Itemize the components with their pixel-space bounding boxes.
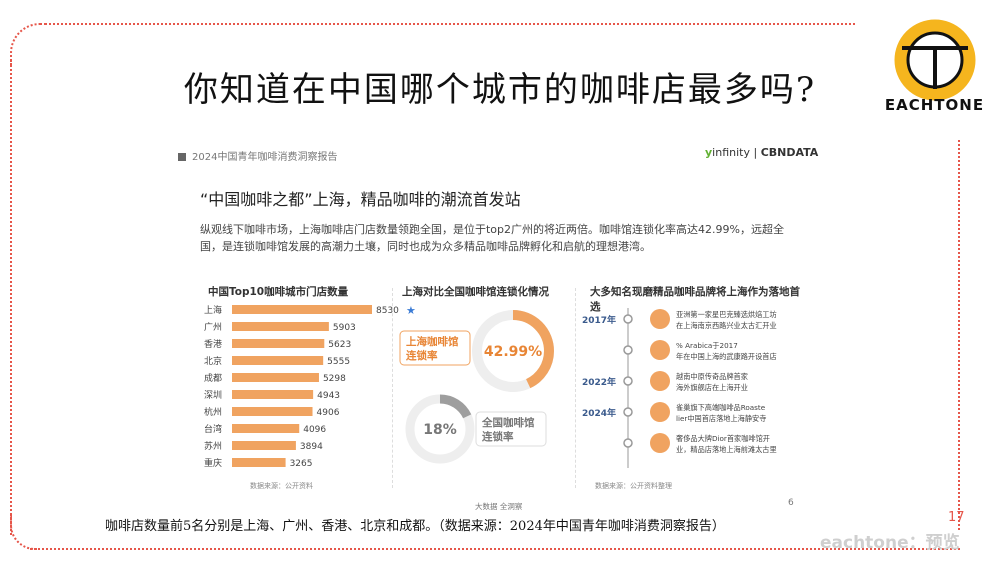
- frame-corner: [10, 515, 37, 550]
- timeline-year: 2022年: [582, 376, 616, 388]
- bar: [232, 407, 313, 416]
- bar-category-label: 杭州: [204, 406, 222, 418]
- timeline-dot: [623, 407, 633, 417]
- bar-chart-source: 数据来源：公开资料: [250, 482, 313, 490]
- timeline-event-text: 越南中原传奇品牌首家: [676, 372, 748, 381]
- donut-arc: [405, 394, 475, 464]
- timeline-event-text: 雀巢旗下高端咖啡品Roaste: [676, 403, 766, 412]
- report-panel: 2024中国青年咖啡消费洞察报告 yinfinity | CBNDATA “中国…: [170, 138, 818, 513]
- bar-category-label: 重庆: [204, 457, 222, 469]
- bar-value-label: 3894: [300, 442, 323, 452]
- slide-number: 17: [948, 510, 965, 525]
- frame-bottom-line: [30, 548, 960, 550]
- column-separator: [575, 288, 576, 488]
- donut-arc: [472, 310, 554, 392]
- bar-category-label: 上海: [204, 304, 222, 316]
- bar: [232, 424, 300, 433]
- timeline-event-text: % Arabica于2017: [676, 341, 738, 350]
- timeline-event-icon: [650, 402, 670, 422]
- bar: [232, 356, 324, 365]
- bar-category-label: 北京: [204, 355, 222, 367]
- timeline-event-icon: [650, 309, 670, 329]
- bar-category-label: 台湾: [204, 423, 222, 435]
- donut-value-label: 18%: [423, 422, 457, 438]
- donut-label: 上海咖啡馆: [406, 335, 459, 348]
- bar-value-label: 4943: [317, 391, 340, 401]
- report-footer: 大数据 全洞察: [475, 502, 523, 511]
- bar: [232, 322, 329, 331]
- timeline-event-text: 业，精品店落地上海前滩太古里: [676, 445, 777, 454]
- timeline-year: 2017年: [582, 314, 616, 326]
- frame-top-line: [40, 23, 855, 25]
- timeline-event-icon: [650, 340, 670, 360]
- donut-value-label: 42.99%: [484, 344, 542, 360]
- bar-value-label: 5555: [327, 357, 350, 367]
- timeline-event-icon: [650, 371, 670, 391]
- frame-right-line: [958, 140, 960, 530]
- bar-value-label: 5903: [333, 323, 356, 333]
- logo-text: EACHTONE: [884, 96, 985, 114]
- bar-value-label: 3265: [290, 459, 313, 469]
- timeline-event-text: 亚洲第一家星巴克臻选烘焙工坊: [676, 310, 777, 319]
- bar-value-label: 4906: [317, 408, 340, 418]
- frame-left-line: [10, 60, 12, 535]
- preview-watermark: eachtone：预览: [820, 533, 960, 553]
- bar: [232, 390, 314, 399]
- bar-category-label: 广州: [204, 321, 222, 333]
- bar-value-label: 5298: [323, 374, 346, 384]
- donut-label: 连锁率: [406, 349, 438, 362]
- bar: [232, 373, 319, 382]
- donut-label-box: [399, 330, 471, 366]
- bar-category-label: 香港: [204, 338, 222, 350]
- bar: [232, 305, 372, 314]
- bar-category-label: 苏州: [204, 440, 222, 452]
- timeline-event-text: 年在中国上海的武康路开设首店: [676, 352, 777, 361]
- donut-label: 连锁率: [482, 430, 514, 443]
- report-description: 纵观线下咖啡市场，上海咖啡店门店数量领跑全国，是位于top2广州的将近两倍。咖啡…: [200, 223, 784, 253]
- report-page-number: 6: [788, 498, 794, 508]
- column-separator: [392, 288, 393, 488]
- timeline-dot: [623, 438, 633, 448]
- bar-chart-title: 中国Top10咖啡城市门店数量: [208, 286, 349, 298]
- highlight-star-icon: ★: [406, 304, 416, 317]
- timeline-dot: [623, 376, 633, 386]
- timeline-event-text: 奢侈品大牌Dior首家咖啡馆开: [676, 434, 770, 443]
- donut-label: 全国咖啡馆: [481, 416, 535, 429]
- donut-source: 数据来源：公开资料整理: [595, 482, 672, 490]
- timeline-dot: [623, 314, 633, 324]
- donut-label-box: [475, 411, 547, 447]
- bar-value-label: 4096: [303, 425, 326, 435]
- bar-value-label: 8530: [376, 306, 399, 316]
- timeline-event-icon: [650, 433, 670, 453]
- report-brand: yinfinity | CBNDATA: [705, 146, 819, 159]
- bar: [232, 441, 296, 450]
- eachtone-logo: [894, 19, 976, 101]
- report-header: 2024中国青年咖啡消费洞察报告: [178, 148, 337, 163]
- bar-chart: 上海 8530 ★ 广州 5903 香港 5623 北京 5555 成都 5298 深圳 4943 杭州 4…: [204, 304, 416, 469]
- bar-category-label: 深圳: [204, 390, 222, 401]
- report-title: “中国咖啡之都”上海，精品咖啡的潮流首发站: [200, 190, 521, 209]
- slide-title: 你知道在中国哪个城市的咖啡店最多吗?: [183, 70, 817, 110]
- bar: [232, 458, 286, 467]
- bar-category-label: 成都: [204, 372, 222, 384]
- donut-title: 上海对比全国咖啡馆连锁化情况: [402, 286, 549, 298]
- timeline-year: 2024年: [582, 407, 616, 419]
- timeline-event-text: 海外旗舰店在上海开业: [676, 383, 748, 392]
- timeline-title: 大多知名现磨精品咖啡品牌将上海作为落地首选: [590, 286, 800, 313]
- bar-value-label: 5623: [328, 340, 351, 350]
- slide-caption: 咖啡店数量前5名分别是上海、广州、香港、北京和成都。（数据来源：2024年中国青…: [105, 519, 725, 534]
- timeline-dot: [623, 345, 633, 355]
- timeline: 2017年 亚洲第一家星巴克臻选烘焙工坊 在上海南京西路兴业太古汇开业 % Arabi…: [580, 303, 810, 478]
- frame-corner: [10, 23, 47, 65]
- timeline-event-text: lier中国首店落地上海静安寺: [676, 414, 766, 423]
- timeline-event-text: 在上海南京西路兴业太古汇开业: [676, 321, 777, 330]
- bar: [232, 339, 325, 348]
